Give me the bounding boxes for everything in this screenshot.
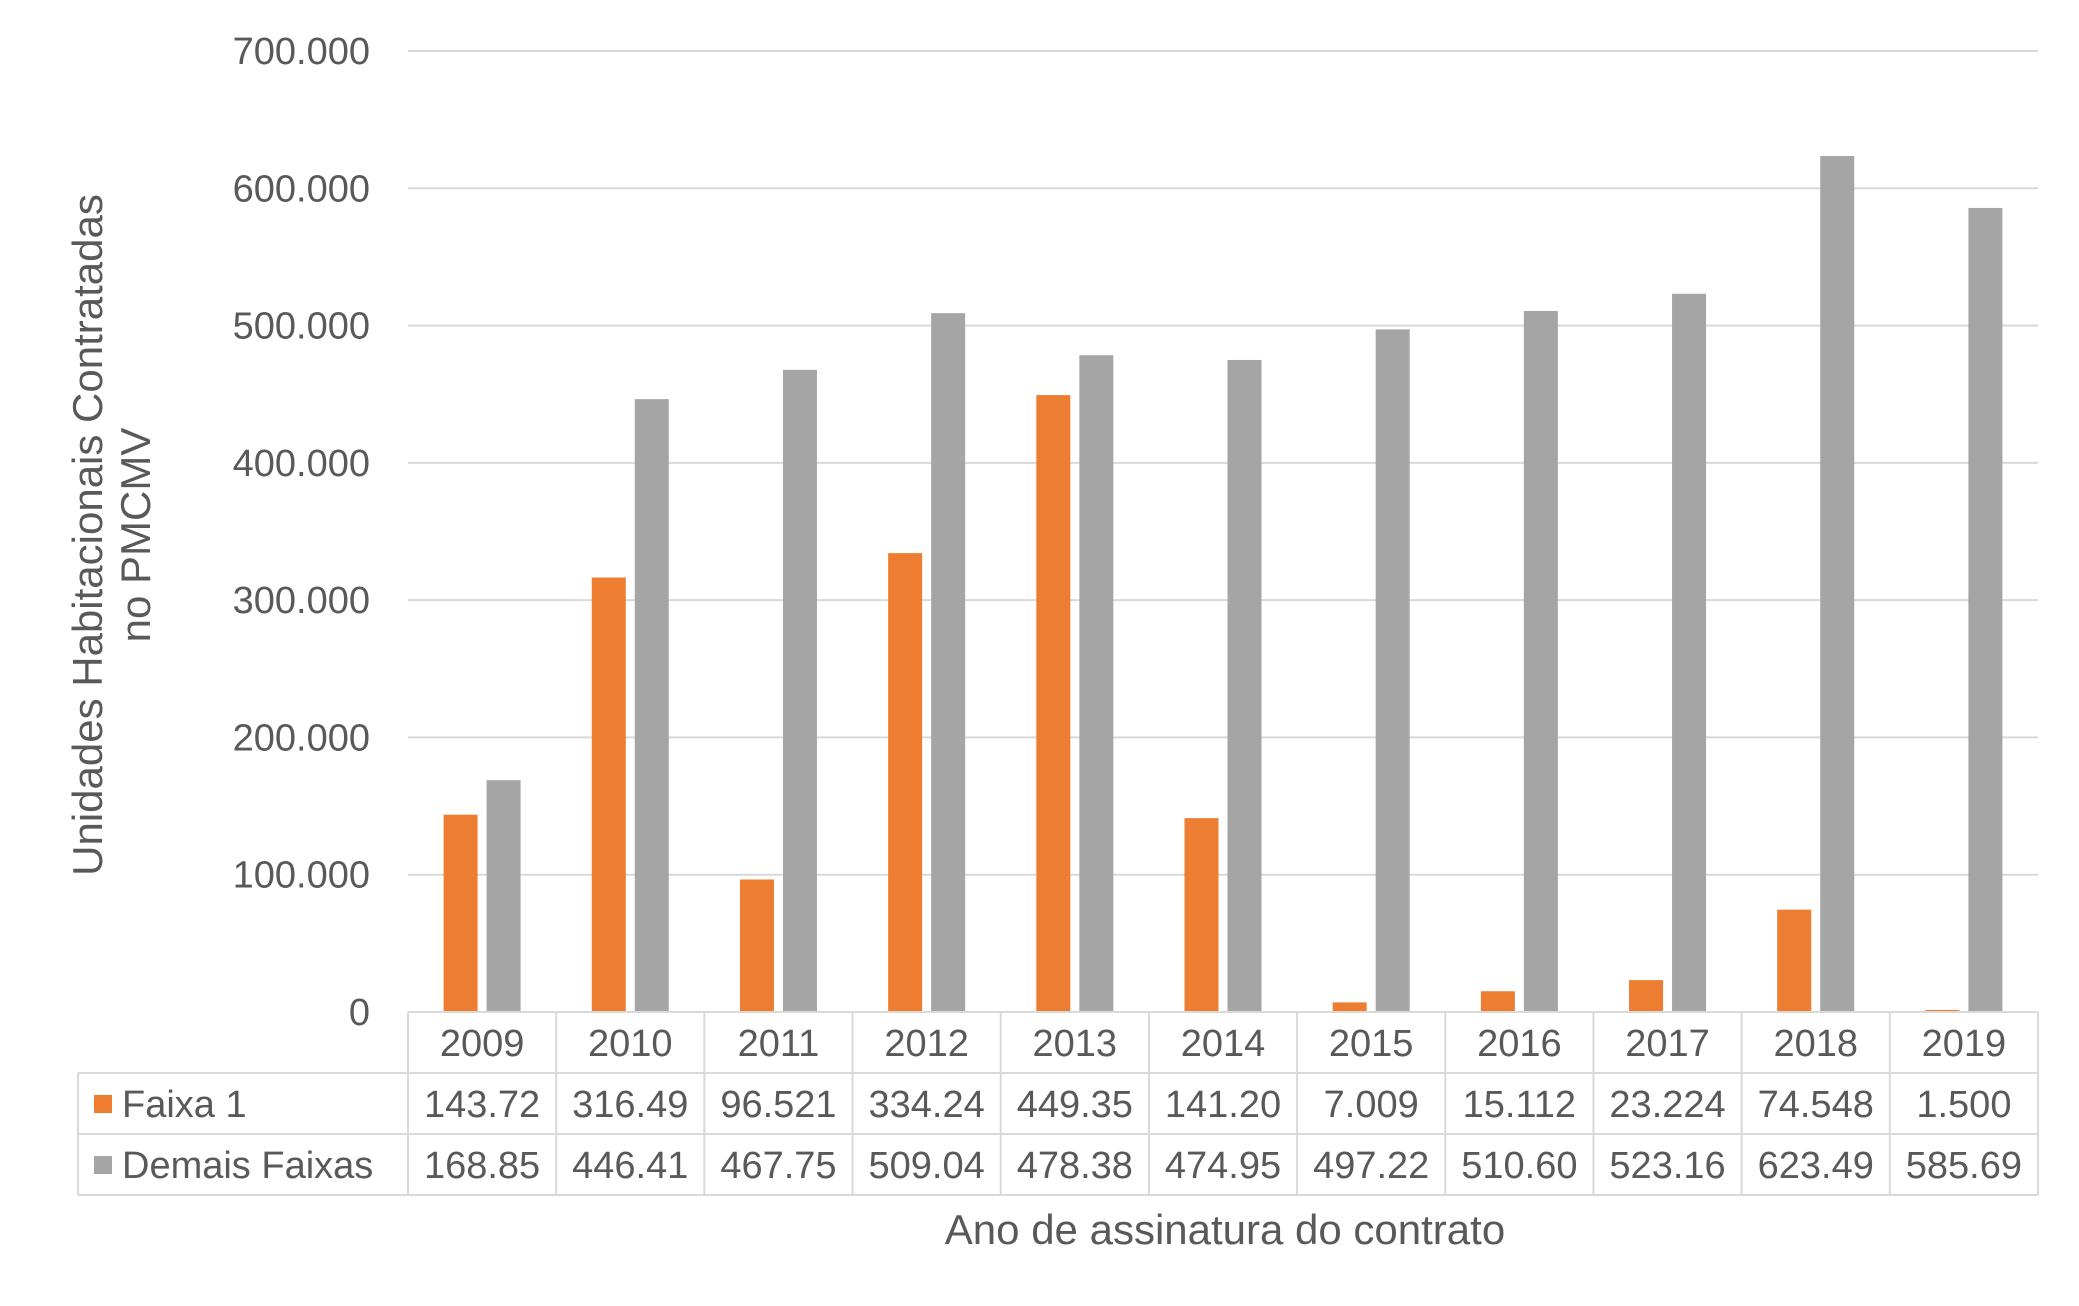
data-label: 1.500 xyxy=(1916,1084,2011,1126)
gridlines xyxy=(408,50,2038,876)
x-tick-label: 2009 xyxy=(440,1023,525,1065)
data-label: 23.224 xyxy=(1609,1084,1725,1126)
y-tick-label: 400.000 xyxy=(233,443,370,485)
x-tick-label: 2010 xyxy=(588,1023,673,1065)
x-tick-label: 2016 xyxy=(1477,1023,1562,1065)
legend-swatch xyxy=(94,1095,112,1113)
bar-demais-faixas xyxy=(1820,156,1855,1012)
data-label: 497.22 xyxy=(1313,1145,1429,1187)
bar-demais-faixas xyxy=(1523,311,1558,1012)
x-tick-label: 2014 xyxy=(1181,1023,1266,1065)
bar-faixa-1 xyxy=(443,814,478,1012)
bar-demais-faixas xyxy=(486,780,521,1012)
data-label: 467.75 xyxy=(720,1145,836,1187)
y-tick-label: 100.000 xyxy=(233,855,370,897)
y-axis-title-line2: no PMCMV xyxy=(112,428,159,643)
bar-demais-faixas xyxy=(1227,359,1262,1012)
bar-faixa-1 xyxy=(739,879,774,1012)
bar-faixa-1 xyxy=(1184,818,1219,1012)
x-tick-label: 2012 xyxy=(884,1023,969,1065)
x-tick-label: 2019 xyxy=(1922,1023,2007,1065)
y-tick-label: 500.000 xyxy=(233,306,370,348)
data-label: 74.548 xyxy=(1758,1084,1874,1126)
data-label: 510.60 xyxy=(1461,1145,1577,1187)
x-tick-label: 2017 xyxy=(1625,1023,1710,1065)
y-tick-label: 0 xyxy=(349,992,370,1034)
data-label: 7.009 xyxy=(1324,1084,1419,1126)
data-label: 143.72 xyxy=(424,1084,540,1126)
y-tick-label: 600.000 xyxy=(233,168,370,210)
data-label: 585.69 xyxy=(1906,1145,2022,1187)
data-label: 446.41 xyxy=(572,1145,688,1187)
x-tick-label: 2013 xyxy=(1033,1023,1118,1065)
data-label: 474.95 xyxy=(1165,1145,1281,1187)
bar-demais-faixas xyxy=(1375,329,1410,1013)
bar-faixa-1 xyxy=(591,577,626,1012)
data-table: 2009 2010 2011 2012 2013 2014 2015 2016 2017 2018… xyxy=(77,1011,2039,1196)
bars xyxy=(443,156,2003,1013)
bar-faixa-1 xyxy=(1036,395,1071,1012)
bar-demais-faixas xyxy=(1079,355,1114,1013)
data-label: 478.38 xyxy=(1017,1145,1133,1187)
legend-label: Faixa 1 xyxy=(122,1084,247,1126)
data-label: 316.49 xyxy=(572,1084,688,1126)
legend-label: Demais Faixas xyxy=(122,1145,373,1187)
data-label: 449.35 xyxy=(1017,1084,1133,1126)
bar-demais-faixas xyxy=(1672,293,1707,1012)
data-label: 623.49 xyxy=(1758,1145,1874,1187)
data-label: 96.521 xyxy=(720,1084,836,1126)
x-axis-title: Ano de assinatura do contrato xyxy=(945,1206,1505,1253)
bar-faixa-1 xyxy=(1629,980,1664,1012)
bar-demais-faixas xyxy=(1968,207,2003,1013)
legend-swatch xyxy=(94,1156,112,1174)
data-label: 523.16 xyxy=(1609,1145,1725,1187)
y-axis-title-line1: Unidades Habitacionais Contratadas xyxy=(64,194,111,876)
bar-faixa-1 xyxy=(888,553,923,1012)
data-label: 141.20 xyxy=(1165,1084,1281,1126)
bar-faixa-1 xyxy=(1332,1002,1367,1012)
data-label: 334.24 xyxy=(869,1084,985,1126)
data-label: 509.04 xyxy=(869,1145,985,1187)
bar-demais-faixas xyxy=(782,369,817,1012)
y-tick-label: 200.000 xyxy=(233,717,370,759)
y-tick-label: 300.000 xyxy=(233,580,370,622)
bar-faixa-1 xyxy=(1480,991,1515,1012)
x-tick-label: 2015 xyxy=(1329,1023,1414,1065)
y-tick-label: 700.000 xyxy=(233,31,370,73)
x-tick-label: 2011 xyxy=(738,1023,820,1065)
data-label: 15.112 xyxy=(1463,1084,1576,1126)
bar-demais-faixas xyxy=(634,399,669,1013)
bar-demais-faixas xyxy=(931,313,966,1013)
data-label: 168.85 xyxy=(424,1145,540,1187)
y-axis-ticks: 0 100.000 200.000 300.000 400.000 500.000 600.… xyxy=(233,31,370,1034)
x-tick-label: 2018 xyxy=(1773,1023,1858,1065)
bar-faixa-1 xyxy=(1777,909,1812,1012)
bar-faixa-1 xyxy=(1925,1009,1960,1012)
